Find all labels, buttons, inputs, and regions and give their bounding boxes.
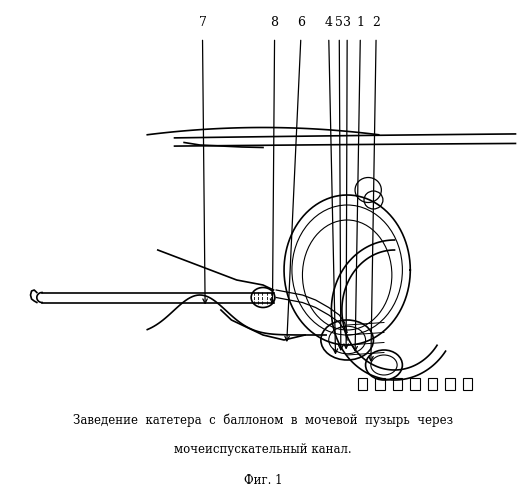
Bar — [463, 378, 472, 390]
Text: 3: 3 — [343, 16, 351, 29]
Text: 2: 2 — [372, 16, 380, 29]
Text: 8: 8 — [270, 16, 279, 29]
Bar — [446, 378, 455, 390]
Bar — [393, 378, 402, 390]
Text: 5: 5 — [336, 16, 343, 29]
Text: 1: 1 — [356, 16, 365, 29]
Text: 7: 7 — [199, 16, 206, 29]
Bar — [428, 378, 437, 390]
Text: Заведение  катетера  с  баллоном  в  мочевой  пузырь  через: Заведение катетера с баллоном в мочевой … — [73, 413, 453, 427]
Bar — [358, 378, 367, 390]
Text: 4: 4 — [325, 16, 333, 29]
Text: 6: 6 — [297, 16, 305, 29]
Text: мочеиспускательный канал.: мочеиспускательный канал. — [174, 444, 352, 456]
Text: Фиг. 1: Фиг. 1 — [244, 474, 282, 486]
Bar — [410, 378, 420, 390]
Bar — [375, 378, 385, 390]
